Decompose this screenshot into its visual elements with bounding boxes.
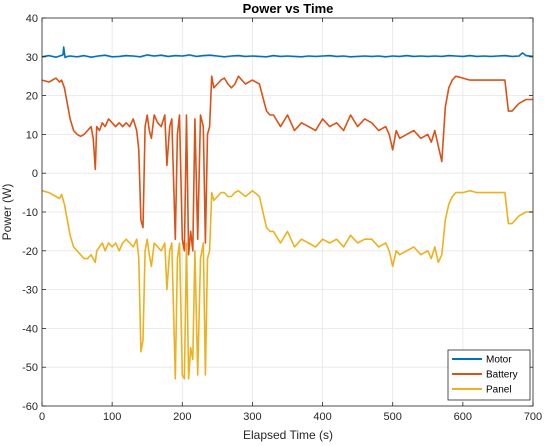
x-tick-label: 300 [243,411,261,423]
x-tick-label: 400 [313,411,331,423]
y-tick-label: -50 [22,362,38,374]
panel-legend-label: Panel [486,385,512,396]
x-tick-label: 700 [524,411,542,423]
y-tick-label: 0 [32,168,38,180]
y-tick-label: 20 [26,91,38,103]
y-tick-label: -60 [22,401,38,413]
y-tick-label: -20 [22,246,38,258]
y-tick-label: -30 [22,285,38,297]
x-tick-label: 500 [384,411,402,423]
chart-title: Power vs Time [243,1,334,16]
y-axis-label: Power (W) [0,184,14,241]
y-tick-label: -10 [22,207,38,219]
series-lines [41,46,534,380]
y-tick-label: 30 [26,52,38,64]
x-tick-label: 200 [173,411,191,423]
x-tick-label: 600 [454,411,472,423]
x-tick-label: 0 [39,411,45,423]
panel-series-line [41,189,533,380]
x-tick-label: 100 [103,411,121,423]
y-tick-label: 10 [26,129,38,141]
battery-series-line [41,75,533,256]
motor-legend-label: Motor [486,355,512,366]
legend: Motor Battery Panel [447,349,531,401]
axis-ticks: 0 100 200 300 400 500 600 700-60-50-40-30-20-10… [22,13,542,423]
plot-area: 0 100 200 300 400 500 600 700-60-50-40-30-20-10… [22,13,542,423]
y-tick-label: 40 [26,13,38,25]
x-axis-label: Elapsed Time (s) [243,428,333,442]
y-tick-label: -40 [22,323,38,335]
motor-series-line [41,46,534,59]
battery-legend-label: Battery [486,370,518,381]
